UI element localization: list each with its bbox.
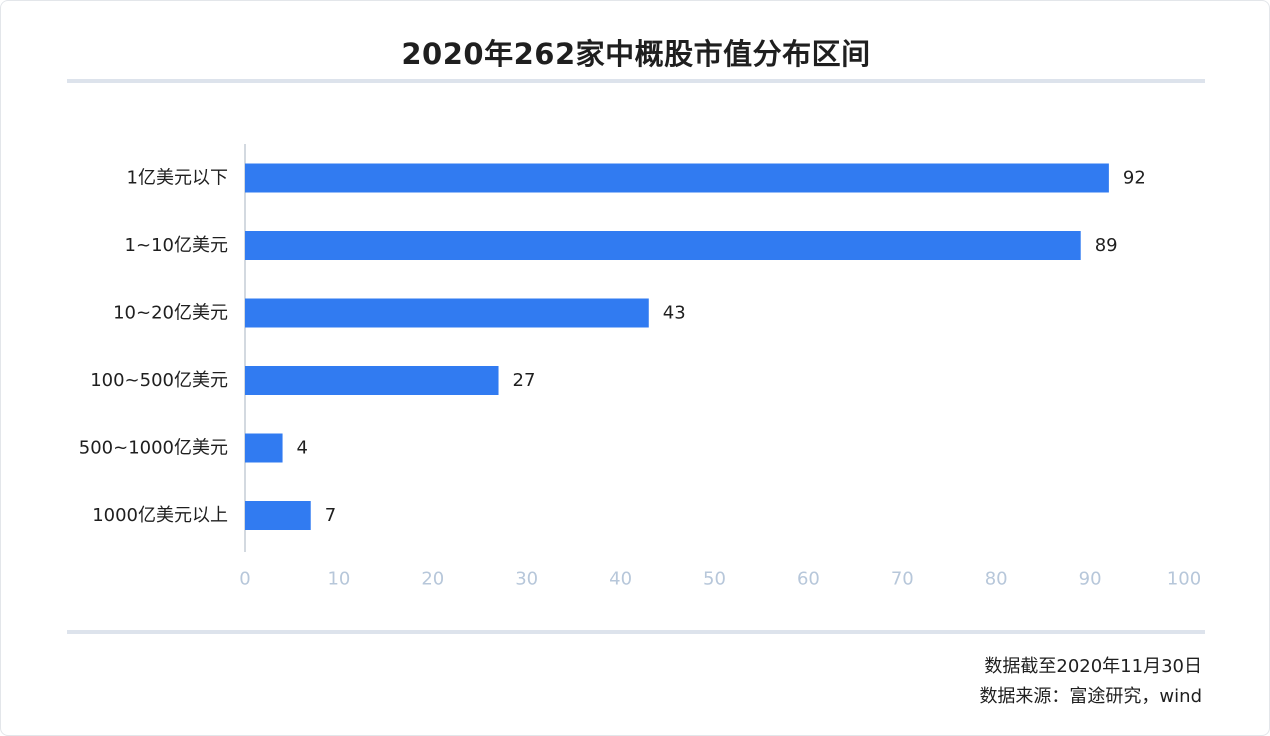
value-label: 43 [663, 303, 686, 324]
x-tick-label: 40 [609, 569, 632, 590]
x-tick-label: 80 [985, 569, 1008, 590]
title-divider [67, 79, 1205, 83]
data-date-note: 数据截至2020年11月30日 [984, 656, 1202, 677]
value-label: 27 [513, 370, 536, 391]
x-tick-label: 10 [327, 569, 350, 590]
category-labels: 1亿美元以下 1~10亿美元 10~20亿美元 100~500亿美元 500~1000亿… [79, 168, 228, 527]
x-tick-label: 20 [421, 569, 444, 590]
bar [245, 298, 649, 328]
x-tick-label: 100 [1167, 569, 1201, 590]
category-label: 100~500亿美元 [90, 370, 228, 391]
x-tick-label: 50 [703, 569, 726, 590]
value-label: 4 [297, 438, 308, 459]
bar [245, 501, 311, 530]
footer-divider [67, 630, 1205, 634]
x-tick-label: 70 [891, 569, 914, 590]
value-label: 7 [325, 505, 336, 526]
value-label: 92 [1123, 168, 1146, 189]
category-label: 1~10亿美元 [125, 235, 228, 256]
x-tick-label: 0 [239, 569, 250, 590]
x-tick-label: 30 [515, 569, 538, 590]
category-label: 10~20亿美元 [113, 303, 228, 324]
bar [245, 163, 1109, 193]
bar [245, 366, 499, 395]
bar [245, 433, 283, 463]
category-label: 1亿美元以下 [127, 168, 228, 189]
bar-group [245, 163, 1109, 530]
category-label: 500~1000亿美元 [79, 438, 228, 459]
bar [245, 231, 1081, 260]
x-axis-ticks: 0 10 20 30 40 50 60 70 80 90 100 [239, 569, 1201, 590]
category-label: 1000亿美元以上 [92, 505, 228, 526]
value-label: 89 [1095, 235, 1118, 256]
x-tick-label: 60 [797, 569, 820, 590]
x-tick-label: 90 [1079, 569, 1102, 590]
chart-title: 2020年262家中概股市值分布区间 [401, 37, 871, 71]
value-labels: 92 89 43 27 4 7 [297, 168, 1146, 527]
data-source-note: 数据来源：富途研究，wind [979, 686, 1202, 707]
